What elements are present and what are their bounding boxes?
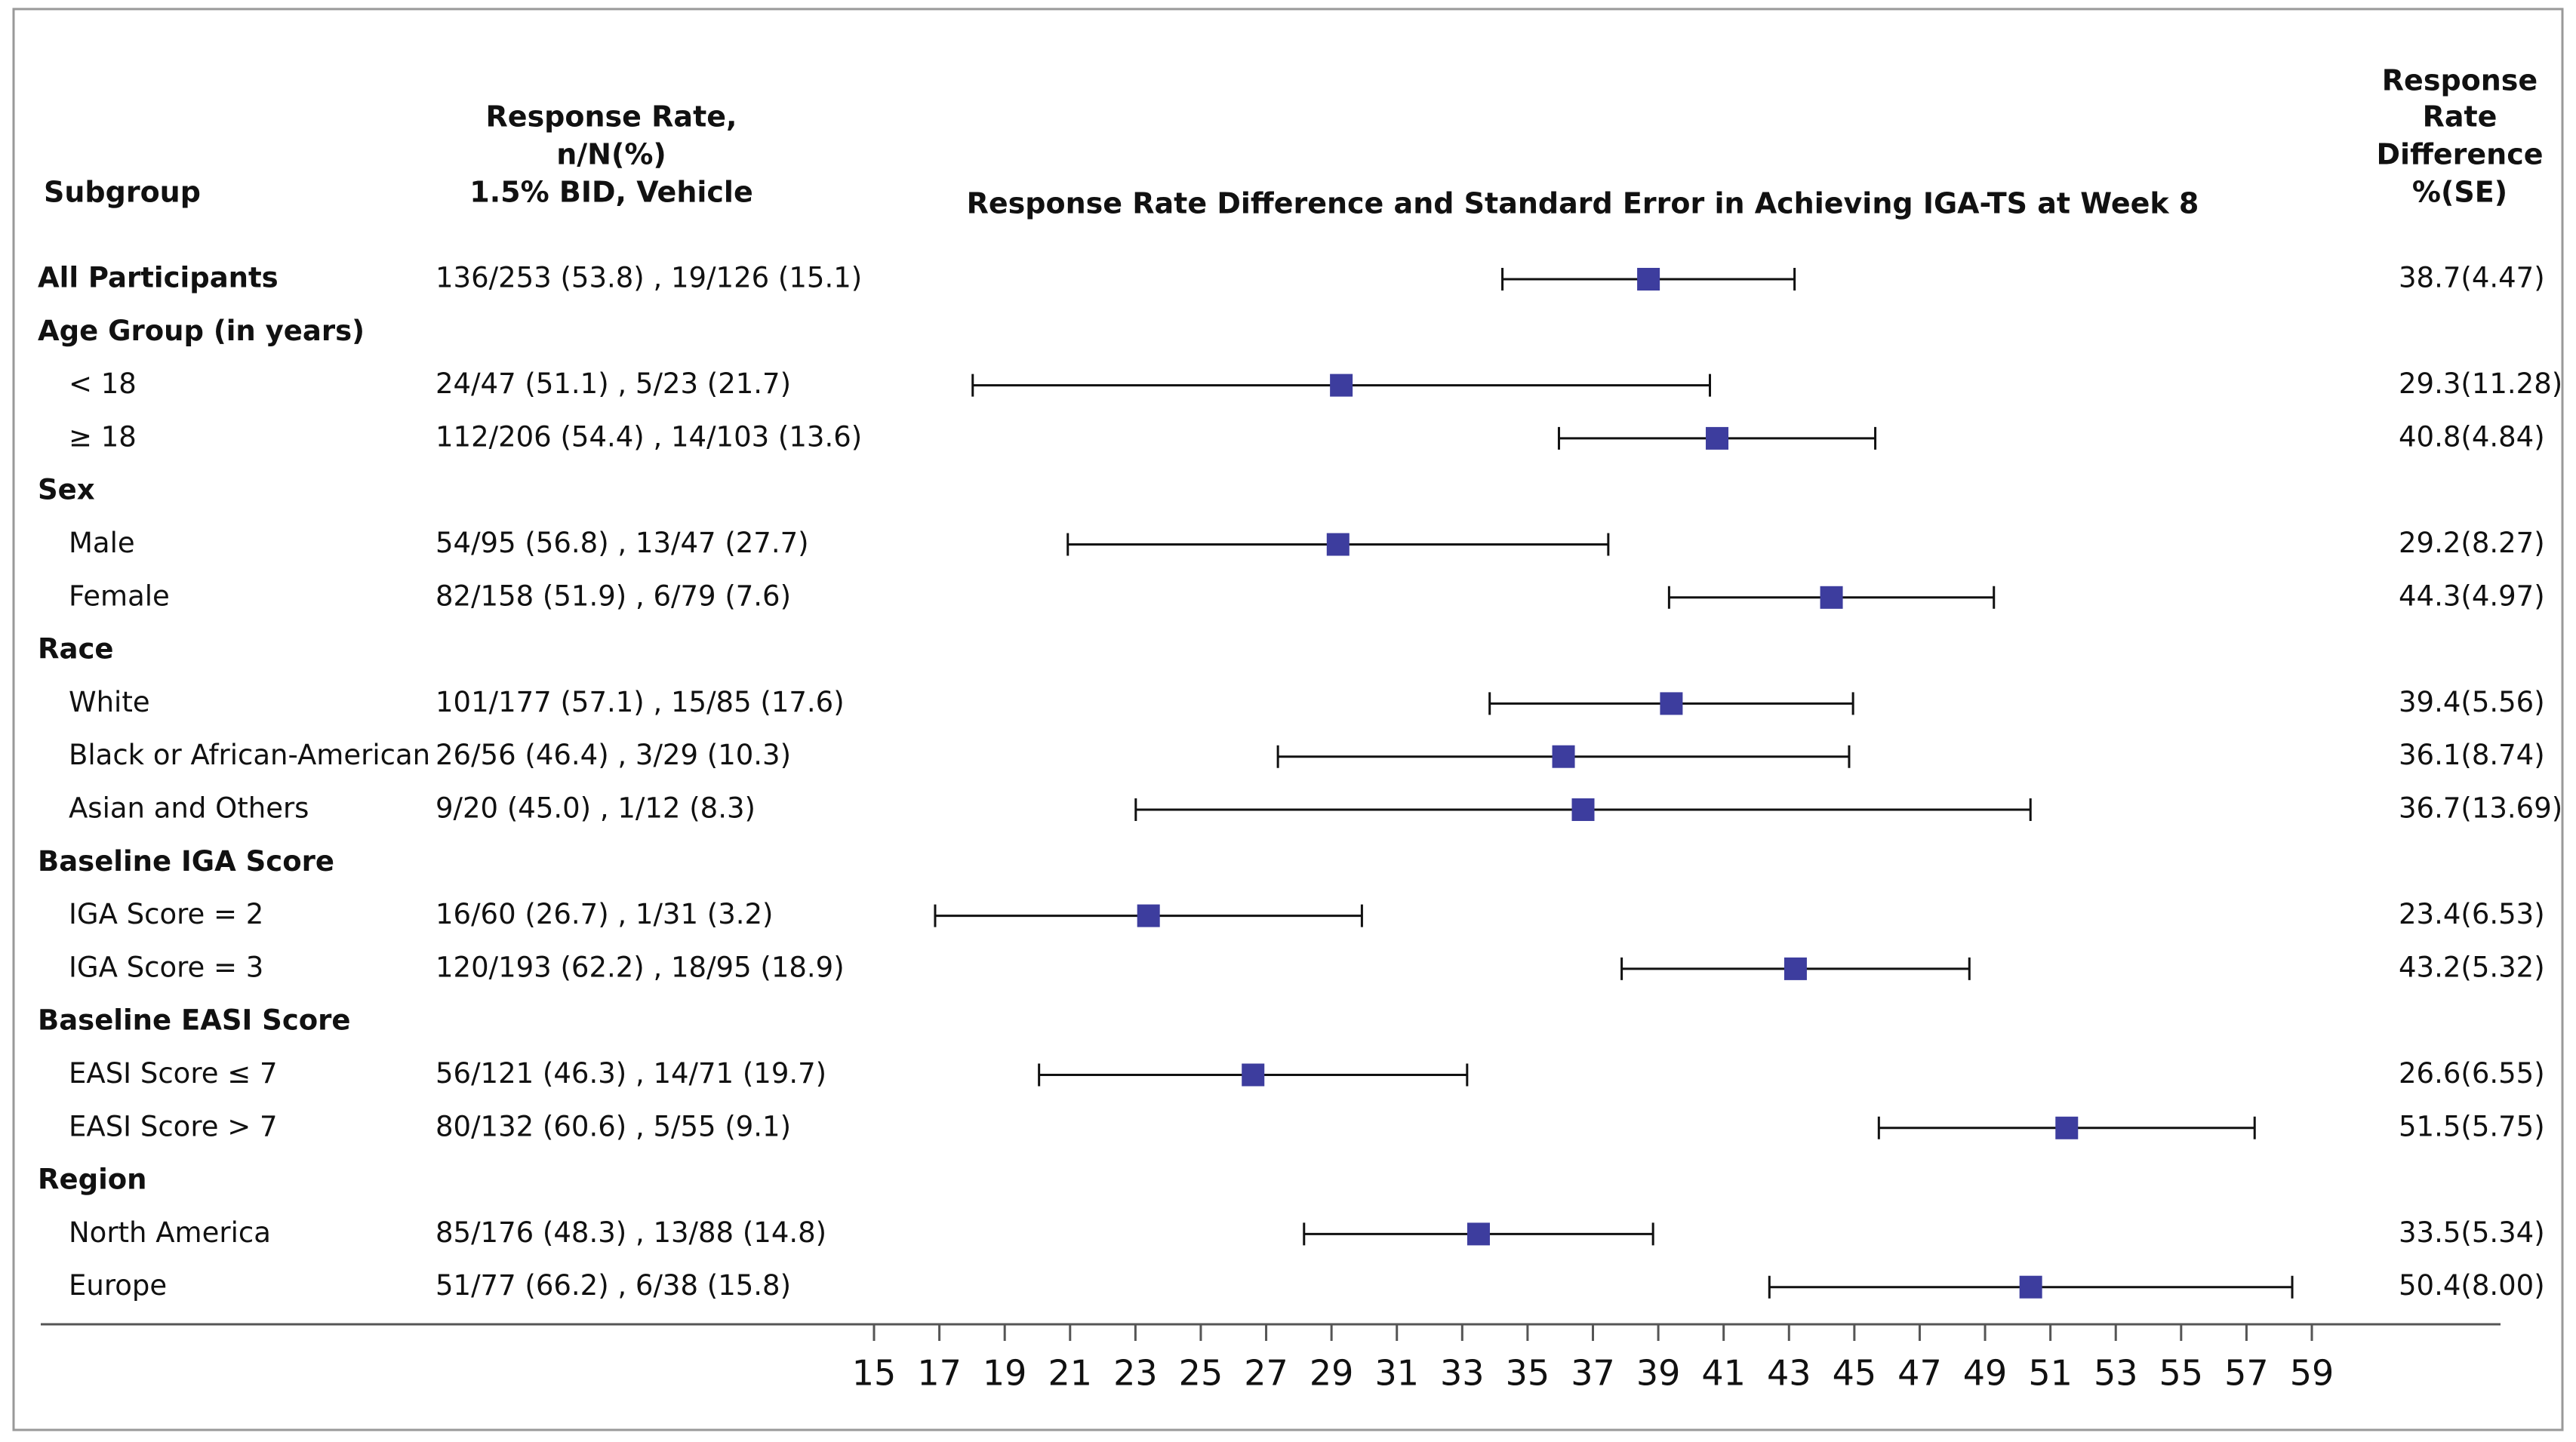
response-rate: 9/20 (45.0) , 1/12 (8.3) [435,792,756,825]
response-rate: 120/193 (62.2) , 18/95 (18.9) [435,951,845,983]
difference-label: 38.7(4.47) [2399,262,2545,294]
subgroup-label: Sex [38,474,95,506]
response-rate: 101/177 (57.1) , 15/85 (17.6) [435,686,845,718]
x-tick-label: 19 [983,1353,1027,1394]
point-marker [1571,798,1595,821]
response-rate: 136/253 (53.8) , 19/126 (15.1) [435,262,862,294]
response-rate: 82/158 (51.9) , 6/79 (7.6) [435,580,791,612]
x-tick-label: 59 [2290,1353,2334,1394]
difference-label: 26.6(6.55) [2399,1057,2545,1090]
x-tick-label: 49 [1963,1353,2008,1394]
x-tick-label: 57 [2224,1353,2269,1394]
response-rate: 112/206 (54.4) , 14/103 (13.6) [435,420,862,453]
subgroup-label: Europe [69,1269,167,1302]
x-tick-label: 27 [1244,1353,1288,1394]
difference-label: 36.1(8.74) [2399,739,2545,771]
point-marker [1467,1222,1490,1246]
x-tick-label: 25 [1179,1353,1223,1394]
x-tick-label: 31 [1374,1353,1419,1394]
x-tick-label: 41 [1701,1353,1746,1394]
subgroup-label: Baseline IGA Score [38,845,334,878]
response-header: Response Rate, [486,100,737,134]
point-marker [1784,957,1807,980]
point-marker [1637,268,1660,291]
point-marker [2055,1116,2079,1139]
subgroup-label: Male [69,527,135,559]
response-rate: 16/60 (26.7) , 1/31 (3.2) [435,898,774,930]
difference-label: 51.5(5.75) [2399,1110,2545,1142]
subgroup-label: IGA Score = 2 [69,898,263,930]
x-tick-label: 35 [1506,1353,1550,1394]
subgroup-label: Region [38,1164,147,1196]
subgroup-label: ≥ 18 [69,420,137,453]
x-tick-label: 37 [1571,1353,1615,1394]
response-header: 1.5% BID, Vehicle [469,176,752,209]
subgroup-label: Race [38,633,114,666]
response-rate: 51/77 (66.2) , 6/38 (15.8) [435,1269,791,1302]
x-tick-label: 45 [1833,1353,1877,1394]
point-marker [1820,586,1843,609]
difference-header: Rate [2423,100,2498,134]
subgroup-label: All Participants [38,262,279,294]
difference-header: %(SE) [2412,176,2507,209]
point-marker [1660,692,1683,715]
point-marker [1552,745,1575,768]
point-marker [2019,1275,2042,1299]
x-tick-label: 39 [1636,1353,1681,1394]
response-rate: 85/176 (48.3) , 13/88 (14.8) [435,1216,826,1249]
x-tick-label: 17 [917,1353,962,1394]
response-rate: 26/56 (46.4) , 3/29 (10.3) [435,739,791,771]
subgroup-label: Female [69,580,170,612]
subgroup-label: Black or African-American [69,739,430,771]
x-tick-label: 43 [1767,1353,1811,1394]
x-tick-label: 29 [1310,1353,1354,1394]
difference-label: 43.2(5.32) [2399,951,2545,983]
difference-label: 40.8(4.84) [2399,420,2545,453]
frame [12,8,2564,1431]
point-marker [1330,374,1353,397]
subgroup-label: White [69,686,150,718]
chart-title: Response Rate Difference and Standard Er… [967,187,2199,220]
x-tick-label: 21 [1048,1353,1092,1394]
subgroup-label: Baseline EASI Score [38,1004,351,1037]
difference-header: Difference [2377,138,2544,171]
difference-label: 33.5(5.34) [2399,1216,2545,1249]
response-header: n/N(%) [556,138,666,171]
x-tick-label: 51 [2028,1353,2073,1394]
subgroup-label: EASI Score > 7 [69,1110,278,1142]
response-rate: 24/47 (51.1) , 5/23 (21.7) [435,367,791,400]
response-rate: 54/95 (56.8) , 13/47 (27.7) [435,527,809,559]
x-tick-label: 55 [2159,1353,2204,1394]
difference-label: 29.3(11.28) [2399,367,2562,400]
x-tick-label: 15 [852,1353,897,1394]
subgroup-label: EASI Score ≤ 7 [69,1057,278,1090]
x-tick-label: 33 [1440,1353,1485,1394]
response-rate: 56/121 (46.3) , 14/71 (19.7) [435,1057,826,1090]
difference-header: Response [2382,64,2538,97]
subgroup-label: Age Group (in years) [38,315,365,347]
difference-label: 50.4(8.00) [2399,1269,2545,1302]
difference-label: 44.3(4.97) [2399,580,2545,612]
x-tick-label: 23 [1113,1353,1158,1394]
subgroup-label: < 18 [69,367,137,400]
difference-label: 29.2(8.27) [2399,527,2545,559]
subgroup-label: Asian and Others [69,792,309,825]
subgroup-label: North America [69,1216,271,1249]
x-tick-label: 53 [2094,1353,2138,1394]
point-marker [1242,1063,1265,1087]
x-tick-label: 47 [1897,1353,1942,1394]
subgroup-label: IGA Score = 3 [69,951,263,983]
point-marker [1137,904,1160,927]
point-marker [1326,533,1350,556]
difference-label: 39.4(5.56) [2399,686,2545,718]
subgroup-header: Subgroup [44,176,201,209]
difference-label: 36.7(13.69) [2399,792,2562,825]
point-marker [1706,426,1729,450]
response-rate: 80/132 (60.6) , 5/55 (9.1) [435,1110,791,1142]
difference-label: 23.4(6.53) [2399,898,2545,930]
